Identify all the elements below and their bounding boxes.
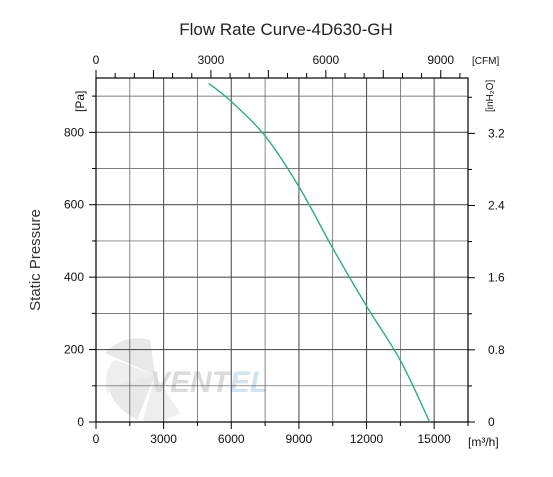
y-tick-label-right: 3.2: [488, 126, 505, 140]
svg-text:VENTEL: VENTEL: [150, 366, 268, 399]
x-tick-label-bottom: 15000: [417, 432, 451, 446]
x-tick-label-bottom: 0: [93, 432, 100, 446]
logo-text-a: VENT: [150, 366, 233, 399]
logo-text-b: EL: [230, 366, 268, 399]
y-tick-label-right: 1.6: [488, 271, 505, 285]
chart-title: Flow Rate Curve-4D630-GH: [179, 20, 393, 39]
y-tick-label-right: 0: [488, 415, 495, 429]
x-tick-label-top: 3000: [198, 53, 225, 67]
x-tick-label-bottom: 12000: [350, 432, 384, 446]
x-tick-label-bottom: 3000: [150, 432, 177, 446]
top-unit-label: [CFM]: [472, 56, 499, 67]
x-tick-label-bottom: 9000: [286, 432, 313, 446]
left-unit-label: [Pa]: [73, 91, 87, 112]
fan-logo-icon: [105, 338, 180, 423]
x-tick-label-top: 6000: [312, 53, 339, 67]
tick-marks: [89, 70, 475, 429]
x-tick-label-bottom: 6000: [218, 432, 245, 446]
y-tick-label-left: 400: [64, 270, 84, 284]
y-axis-title: Static Pressure: [27, 209, 44, 311]
series-line: [208, 82, 431, 423]
x-tick-label-top: 0: [93, 53, 100, 67]
grid: [96, 78, 468, 422]
series-layer: [208, 82, 431, 423]
y-tick-label-left: 800: [64, 125, 84, 139]
right-unit-label: [inH₂O]: [485, 80, 496, 112]
y-tick-label-left: 600: [64, 198, 84, 212]
x-tick-label-top: 9000: [427, 53, 454, 67]
y-tick-label-right: 0.8: [488, 343, 505, 357]
bottom-unit-label: [m³/h]: [468, 435, 499, 449]
y-tick-label-left: 200: [64, 343, 84, 357]
y-tick-label-right: 2.4: [488, 199, 505, 213]
y-tick-label-left: 0: [77, 415, 84, 429]
plot-frame: [95, 77, 469, 423]
